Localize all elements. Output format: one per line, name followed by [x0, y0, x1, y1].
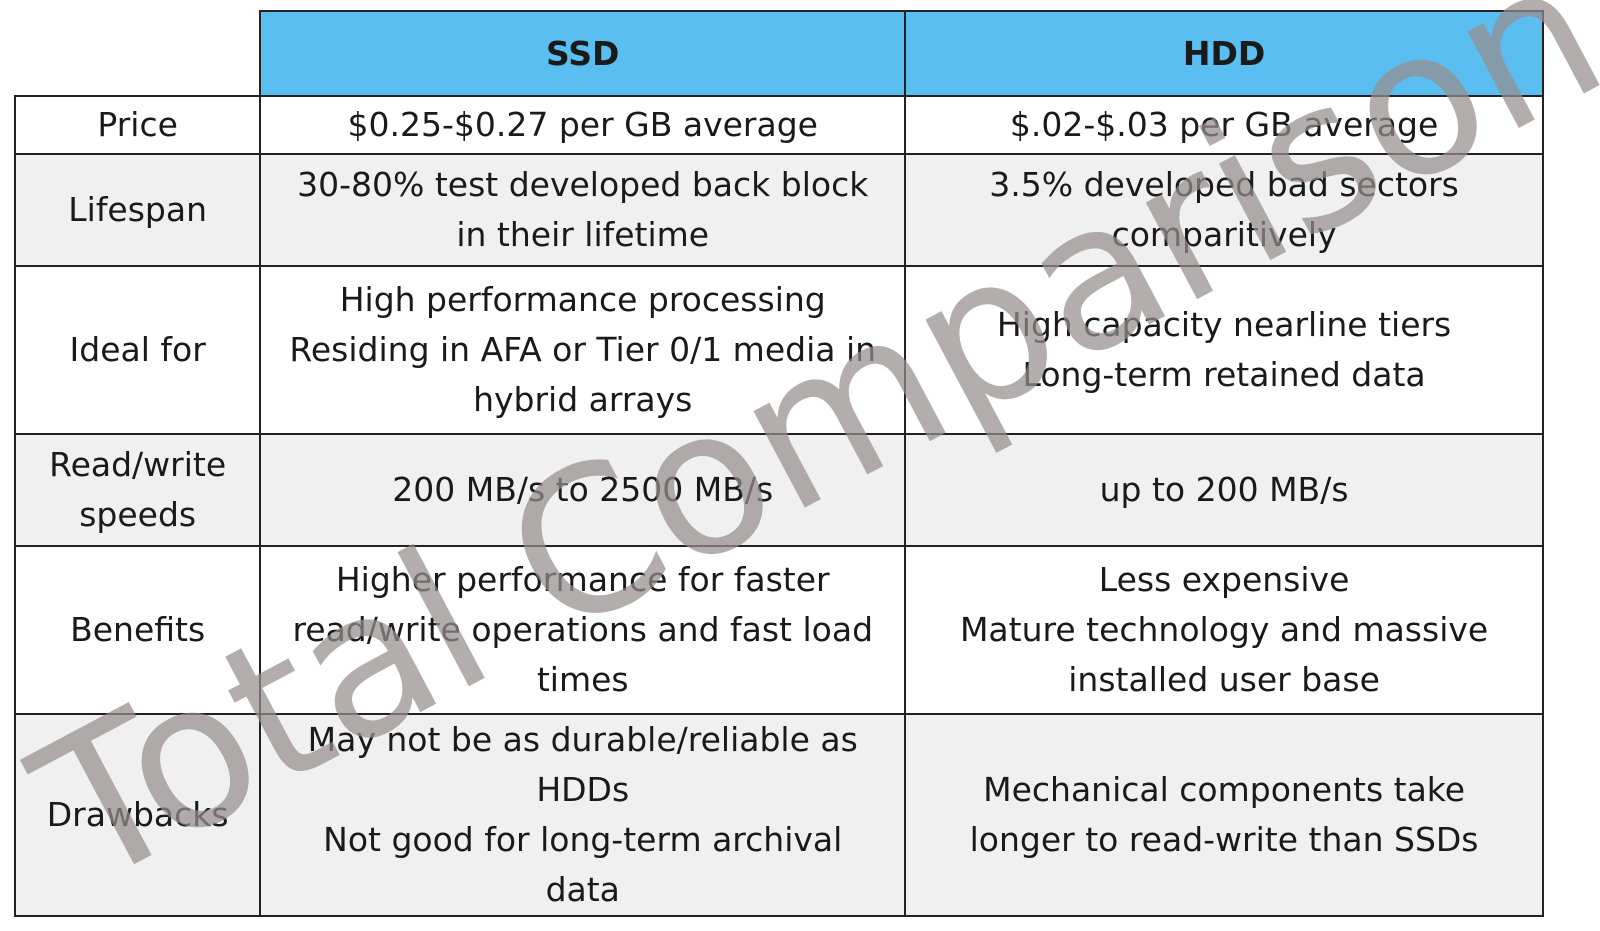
header-ssd: SSD [259, 10, 907, 97]
ssd-cell: 30-80% test developed back block in their… [259, 153, 907, 267]
table-row: Benefits Higher performance for faster rea… [13, 545, 1544, 715]
hdd-cell-text: 3.5% developed bad sectors [989, 165, 1459, 204]
hdd-cell-text: comparitively [1111, 215, 1337, 254]
row-label-cell: Ideal for [13, 265, 262, 435]
table-row: Lifespan 30-80% test developed back block… [13, 153, 1544, 267]
hdd-cell: up to 200 MB/s [904, 433, 1544, 547]
table-row: Read/write speeds 200 MB/s to 2500 MB/s up … [13, 433, 1544, 547]
hdd-cell: $.02-$.03 per GB average [904, 95, 1544, 155]
hdd-cell-text: High capacity nearline tiers [996, 305, 1452, 344]
row-label-cell: Price [13, 95, 262, 155]
hdd-cell: 3.5% developed bad sectors comparitively [904, 153, 1544, 267]
row-label-text: Drawbacks [46, 795, 229, 834]
ssd-cell-text: High performance processing [339, 280, 826, 319]
row-label-cell: Lifespan [13, 153, 262, 267]
ssd-cell-text: HDDs [536, 770, 630, 809]
hdd-cell-text: longer to read-write than SSDs [969, 820, 1479, 859]
row-label-text: Lifespan [68, 190, 208, 229]
row-label-text: Benefits [70, 610, 206, 649]
ssd-cell-text: 30-80% test developed back block [297, 165, 869, 204]
header-hdd: HDD [904, 10, 1544, 97]
row-label-text: Ideal for [69, 330, 206, 369]
ssd-cell: May not be as durable/reliable as HDDs Not… [259, 713, 907, 917]
row-label-text: Price [97, 105, 178, 144]
ssd-cell-text: May not be as durable/reliable as [307, 720, 858, 759]
row-label-cell: Read/write speeds [13, 433, 262, 547]
ssd-cell: 200 MB/s to 2500 MB/s [259, 433, 907, 547]
ssd-cell: Higher performance for faster read/write … [259, 545, 907, 715]
row-label-text: speeds [79, 495, 197, 534]
comparison-table: SSD HDD Price $0.25-$0.27 per GB average $… [13, 10, 1544, 917]
table-row: Drawbacks May not be as durable/reliable … [13, 713, 1544, 917]
hdd-cell: Less expensive Mature technology and mass… [904, 545, 1544, 715]
hdd-cell: Mechanical components take longer to read… [904, 713, 1544, 917]
ssd-cell-text: data [545, 870, 620, 909]
row-label-cell: Benefits [13, 545, 262, 715]
table-row: Ideal for High performance processing Resi… [13, 265, 1544, 435]
table-row: Price $0.25-$0.27 per GB average $.02-$.03… [13, 95, 1544, 155]
ssd-cell-text: in their lifetime [456, 215, 710, 254]
ssd-cell-text: 200 MB/s to 2500 MB/s [392, 470, 774, 509]
hdd-cell-text: Less expensive [1098, 560, 1350, 599]
ssd-cell-text: times [536, 660, 629, 699]
hdd-cell-text: up to 200 MB/s [1099, 470, 1349, 509]
ssd-cell: High performance processing Residing in A… [259, 265, 907, 435]
header-corner-cell [15, 11, 262, 97]
hdd-cell-text: Mature technology and massive [959, 610, 1489, 649]
header-row: SSD HDD [15, 10, 1544, 97]
hdd-cell-text: Mechanical components take [983, 770, 1466, 809]
hdd-cell: High capacity nearline tiers Long-term re… [904, 265, 1544, 435]
ssd-cell-text: hybrid arrays [473, 380, 693, 419]
ssd-cell-text: read/write operations and fast load [292, 610, 874, 649]
table-body: Price $0.25-$0.27 per GB average $.02-$.03… [13, 95, 1544, 917]
row-label-text: Read/write [49, 445, 227, 484]
ssd-cell-text: Not good for long-term archival [323, 820, 843, 859]
hdd-cell-text: $.02-$.03 per GB average [1009, 105, 1439, 144]
row-label-cell: Drawbacks [13, 713, 262, 917]
ssd-cell-text: Higher performance for faster [335, 560, 830, 599]
ssd-cell-text: $0.25-$0.27 per GB average [347, 105, 818, 144]
hdd-cell-text: installed user base [1068, 660, 1380, 699]
ssd-cell-text: Residing in AFA or Tier 0/1 media in [289, 330, 877, 369]
hdd-cell-text: Long-term retained data [1022, 355, 1426, 394]
ssd-cell: $0.25-$0.27 per GB average [259, 95, 907, 155]
